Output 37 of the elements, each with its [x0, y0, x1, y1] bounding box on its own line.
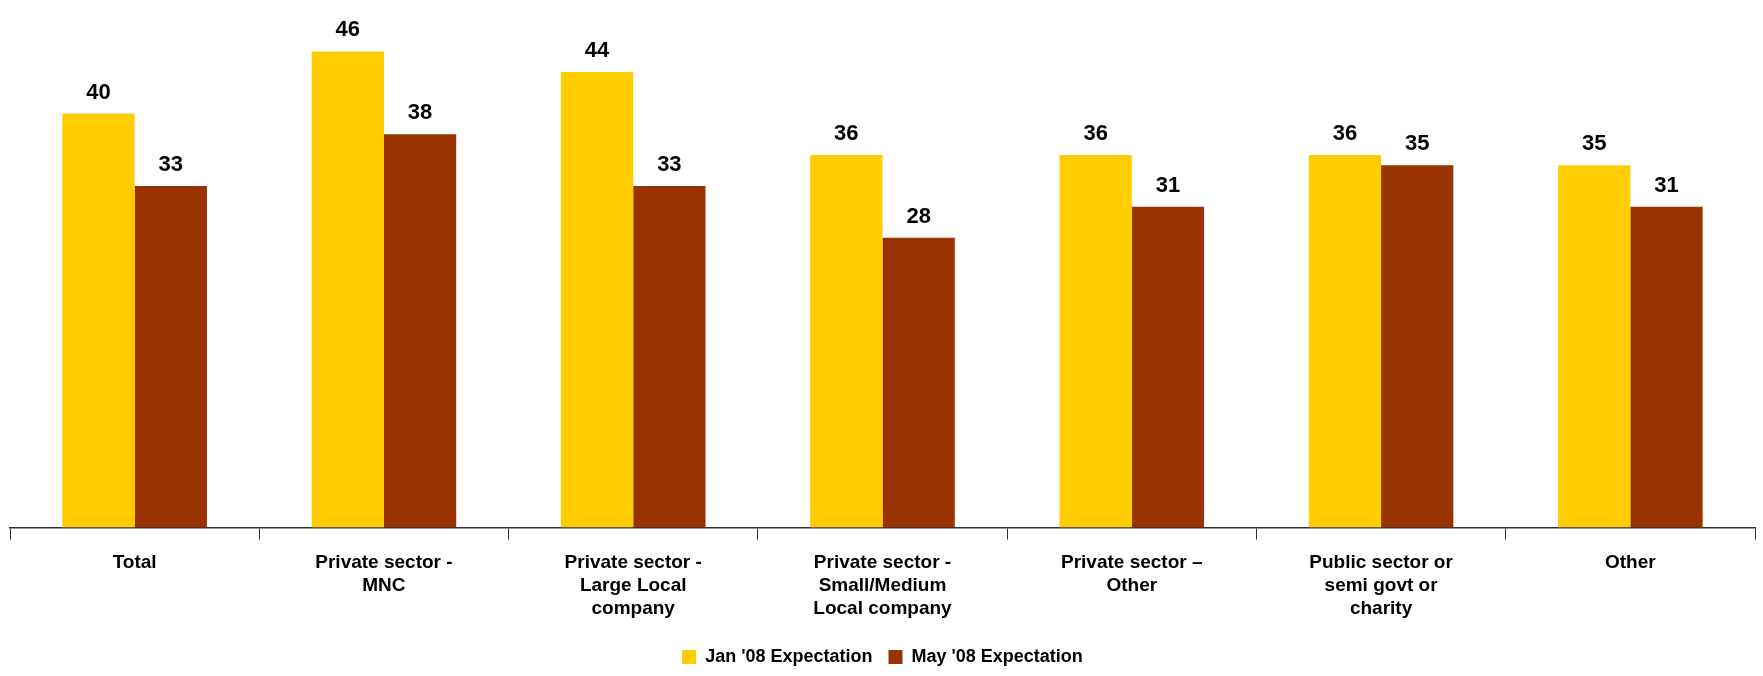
bar: [383, 134, 457, 528]
x-tick-label: Private sector - Large Local company: [564, 551, 702, 618]
bar: [633, 185, 706, 528]
legend-label: Jan '08 Expectation: [705, 645, 873, 666]
x-tick-label: Total: [112, 551, 157, 573]
data-label: 46: [335, 16, 361, 42]
legend-label: May '08 Expectation: [911, 645, 1083, 666]
data-label: 40: [86, 78, 111, 104]
bar: [882, 237, 955, 528]
data-label: 33: [158, 151, 184, 177]
data-label: 35: [1581, 130, 1607, 156]
bar: [1630, 206, 1703, 528]
data-label: 36: [1083, 119, 1108, 145]
bar: [1558, 165, 1631, 528]
data-label: 28: [906, 202, 931, 228]
bar: [560, 72, 634, 528]
bar: [1131, 206, 1205, 528]
x-tick-label: Private sector – Other: [1061, 551, 1203, 596]
bar: [1308, 154, 1382, 528]
data-label: 36: [1332, 119, 1358, 145]
bar: [62, 113, 135, 528]
x-tick-label: Private sector - MNC: [315, 551, 453, 596]
bar: [1059, 154, 1132, 528]
bar: [134, 185, 207, 528]
bar: [311, 51, 384, 528]
x-tick-label: Other: [1605, 551, 1657, 573]
x-tick-label: Public sector or semi govt or charity: [1309, 551, 1454, 618]
data-label: 36: [834, 119, 859, 145]
bar: [1381, 165, 1454, 528]
data-label: 35: [1404, 130, 1430, 156]
data-label: 44: [584, 37, 611, 63]
bar: [810, 154, 883, 528]
data-label: 31: [1155, 171, 1181, 197]
data-label: 38: [407, 99, 433, 125]
data-label: 31: [1654, 171, 1679, 197]
x-tick-label: Private sector - Small/Medium Local company: [813, 551, 953, 618]
data-label: 33: [657, 151, 682, 177]
